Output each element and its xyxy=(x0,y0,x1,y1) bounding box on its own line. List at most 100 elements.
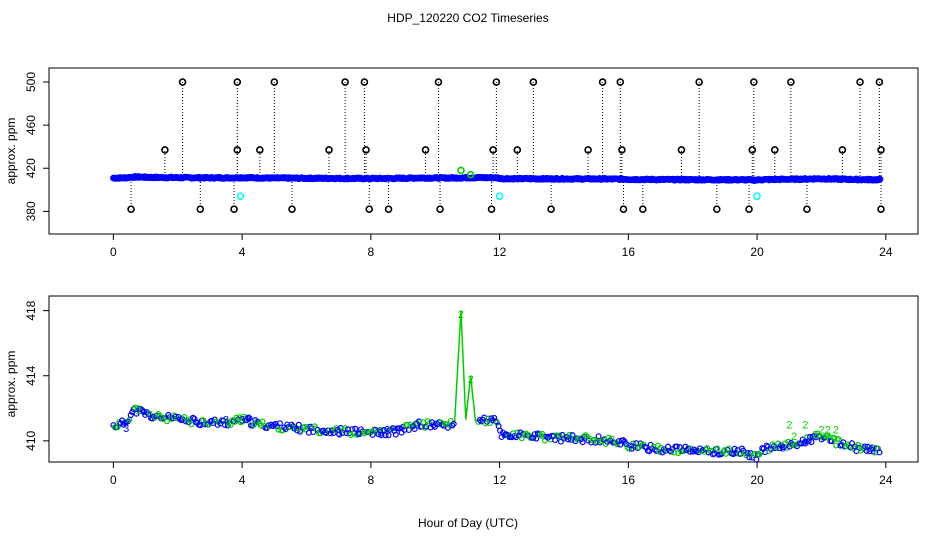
y-tick-label: 414 xyxy=(24,365,38,385)
data-point xyxy=(224,422,231,429)
data-point xyxy=(685,445,692,452)
flagged-marker-label: 2 xyxy=(825,424,831,436)
flagged-marker-label: 2 xyxy=(458,309,464,321)
x-axis-title: Hour of Day (UTC) xyxy=(418,516,518,530)
data-point xyxy=(849,440,856,447)
bottom-y-axis-label: approx. ppm xyxy=(4,351,18,418)
x-tick-label: 8 xyxy=(368,473,375,487)
data-marker-label: 3 xyxy=(123,423,129,435)
data-point xyxy=(124,418,131,425)
outlier-point xyxy=(770,146,779,154)
data-point xyxy=(330,429,337,436)
data-point xyxy=(808,439,815,446)
data-point xyxy=(352,425,359,432)
outlier-point xyxy=(875,78,884,86)
outlier-point xyxy=(233,146,242,154)
top-data-marks xyxy=(110,78,885,214)
data-point xyxy=(443,421,450,428)
outlier-point xyxy=(877,205,885,214)
outlier-point xyxy=(161,146,169,154)
cyan-point xyxy=(495,192,504,201)
cyan-point xyxy=(753,192,761,201)
outlier-point xyxy=(598,78,607,86)
outlier-point xyxy=(748,146,757,154)
data-point xyxy=(575,436,582,443)
flagged-marker-label: 2 xyxy=(833,424,839,436)
bottom-y-axis: 410 414 418 xyxy=(24,300,49,451)
top-y-axis: 380 420 460 500 xyxy=(24,72,49,221)
data-point xyxy=(605,434,612,441)
outlier-point xyxy=(489,146,497,154)
flagged-marker-label: 2 xyxy=(791,431,797,443)
data-point xyxy=(514,429,521,436)
x-tick-label: 4 xyxy=(239,245,246,259)
outlier-point xyxy=(803,205,811,214)
data-point xyxy=(581,433,588,440)
outlier-point xyxy=(547,205,555,214)
outlier-point xyxy=(178,78,187,86)
data-point xyxy=(582,432,589,439)
data-marker-label: 3 xyxy=(628,442,634,454)
outlier-point xyxy=(492,78,501,86)
outlier-point xyxy=(230,205,238,214)
data-point xyxy=(688,445,695,452)
green-point xyxy=(466,170,475,179)
outlier-point xyxy=(384,205,393,214)
flagged-marker-label: 2 xyxy=(802,420,808,432)
outlier-point xyxy=(677,146,686,154)
data-point xyxy=(342,425,349,432)
x-tick-label: 12 xyxy=(493,473,507,487)
data-point xyxy=(630,440,637,447)
outlier-point xyxy=(619,205,628,214)
data-point xyxy=(476,416,483,423)
outlier-point xyxy=(750,78,758,86)
data-marker-label: 3 xyxy=(336,428,342,440)
y-tick-label: 418 xyxy=(24,300,38,320)
data-point xyxy=(385,432,392,439)
data-point xyxy=(484,418,491,425)
green-point xyxy=(457,166,465,175)
data-point xyxy=(276,420,283,427)
x-tick-label: 4 xyxy=(239,473,246,487)
flagged-marker-label: 2 xyxy=(818,424,824,436)
outlier-point xyxy=(341,78,349,86)
x-tick-label: 0 xyxy=(110,473,117,487)
flagged-marker-label: 2 xyxy=(468,374,474,386)
outlier-point xyxy=(616,78,625,86)
data-point xyxy=(188,421,195,428)
y-tick-label: 410 xyxy=(24,431,38,451)
data-marker-label: 3 xyxy=(223,415,229,427)
data-point xyxy=(411,425,418,432)
data-point xyxy=(557,438,564,445)
data-point xyxy=(730,451,737,458)
data-marker-label: 3 xyxy=(377,428,383,440)
outlier-point xyxy=(745,205,753,214)
data-point xyxy=(127,412,134,419)
data-point xyxy=(556,432,563,439)
outlier-point xyxy=(618,146,626,154)
x-tick-label: 16 xyxy=(622,473,636,487)
data-point xyxy=(799,436,806,443)
data-point xyxy=(353,431,360,438)
data-marker-label: 3 xyxy=(780,442,786,454)
data-point xyxy=(491,414,498,421)
y-tick-label: 460 xyxy=(24,115,38,135)
outlier-point xyxy=(639,205,647,214)
outlier-point xyxy=(787,78,795,86)
data-point xyxy=(780,443,787,450)
x-tick-label: 0 xyxy=(110,245,117,259)
top-y-axis-label: approx. ppm xyxy=(4,118,18,185)
outlier-point xyxy=(127,205,135,214)
data-point xyxy=(595,433,602,440)
data-point xyxy=(398,429,405,436)
figure-title: HDP_120220 CO2 Timeseries xyxy=(387,11,548,25)
outlier-point xyxy=(434,78,443,86)
data-point xyxy=(625,445,632,452)
data-point xyxy=(163,418,170,425)
x-tick-label: 12 xyxy=(493,245,507,259)
data-point xyxy=(643,444,650,451)
bottom-plot-frame xyxy=(48,295,919,463)
outlier-point xyxy=(584,146,592,154)
